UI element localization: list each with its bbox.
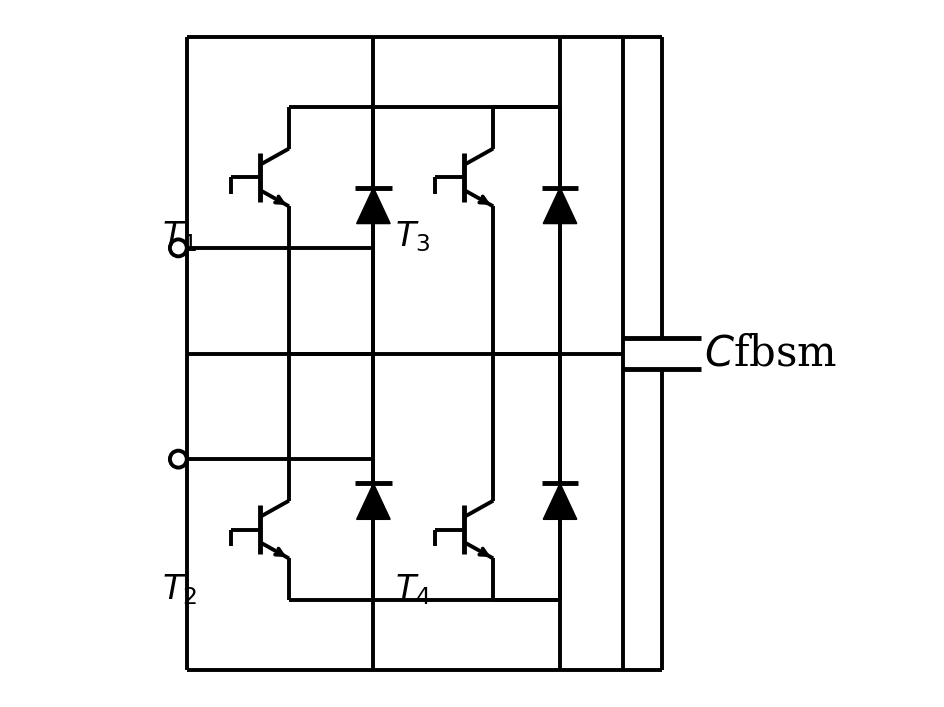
Text: $\mathit{C}$fbsm: $\mathit{C}$fbsm: [704, 332, 837, 375]
Polygon shape: [357, 484, 390, 520]
Text: $T_2$: $T_2$: [162, 572, 197, 607]
Polygon shape: [543, 187, 577, 223]
Text: $T_4$: $T_4$: [395, 572, 430, 607]
Text: $T_3$: $T_3$: [395, 220, 430, 255]
Text: $T_1$: $T_1$: [162, 220, 197, 255]
Polygon shape: [357, 187, 390, 223]
Polygon shape: [543, 484, 577, 520]
